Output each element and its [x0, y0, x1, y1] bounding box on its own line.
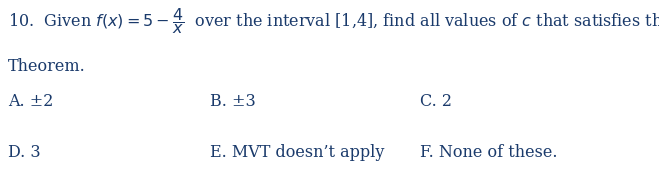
Text: 10.  Given $\mathit{f}(\mathit{x})=5-\dfrac{4}{\mathit{x}}$  over the interval [: 10. Given $\mathit{f}(\mathit{x})=5-\dfr…	[8, 6, 659, 36]
Text: Theorem.: Theorem.	[8, 58, 86, 75]
Text: A. ±2: A. ±2	[8, 93, 53, 110]
Text: D. 3: D. 3	[8, 144, 41, 161]
Text: F. None of these.: F. None of these.	[420, 144, 558, 161]
Text: B. ±3: B. ±3	[210, 93, 255, 110]
Text: E. MVT doesn’t apply: E. MVT doesn’t apply	[210, 144, 384, 161]
Text: C. 2: C. 2	[420, 93, 453, 110]
